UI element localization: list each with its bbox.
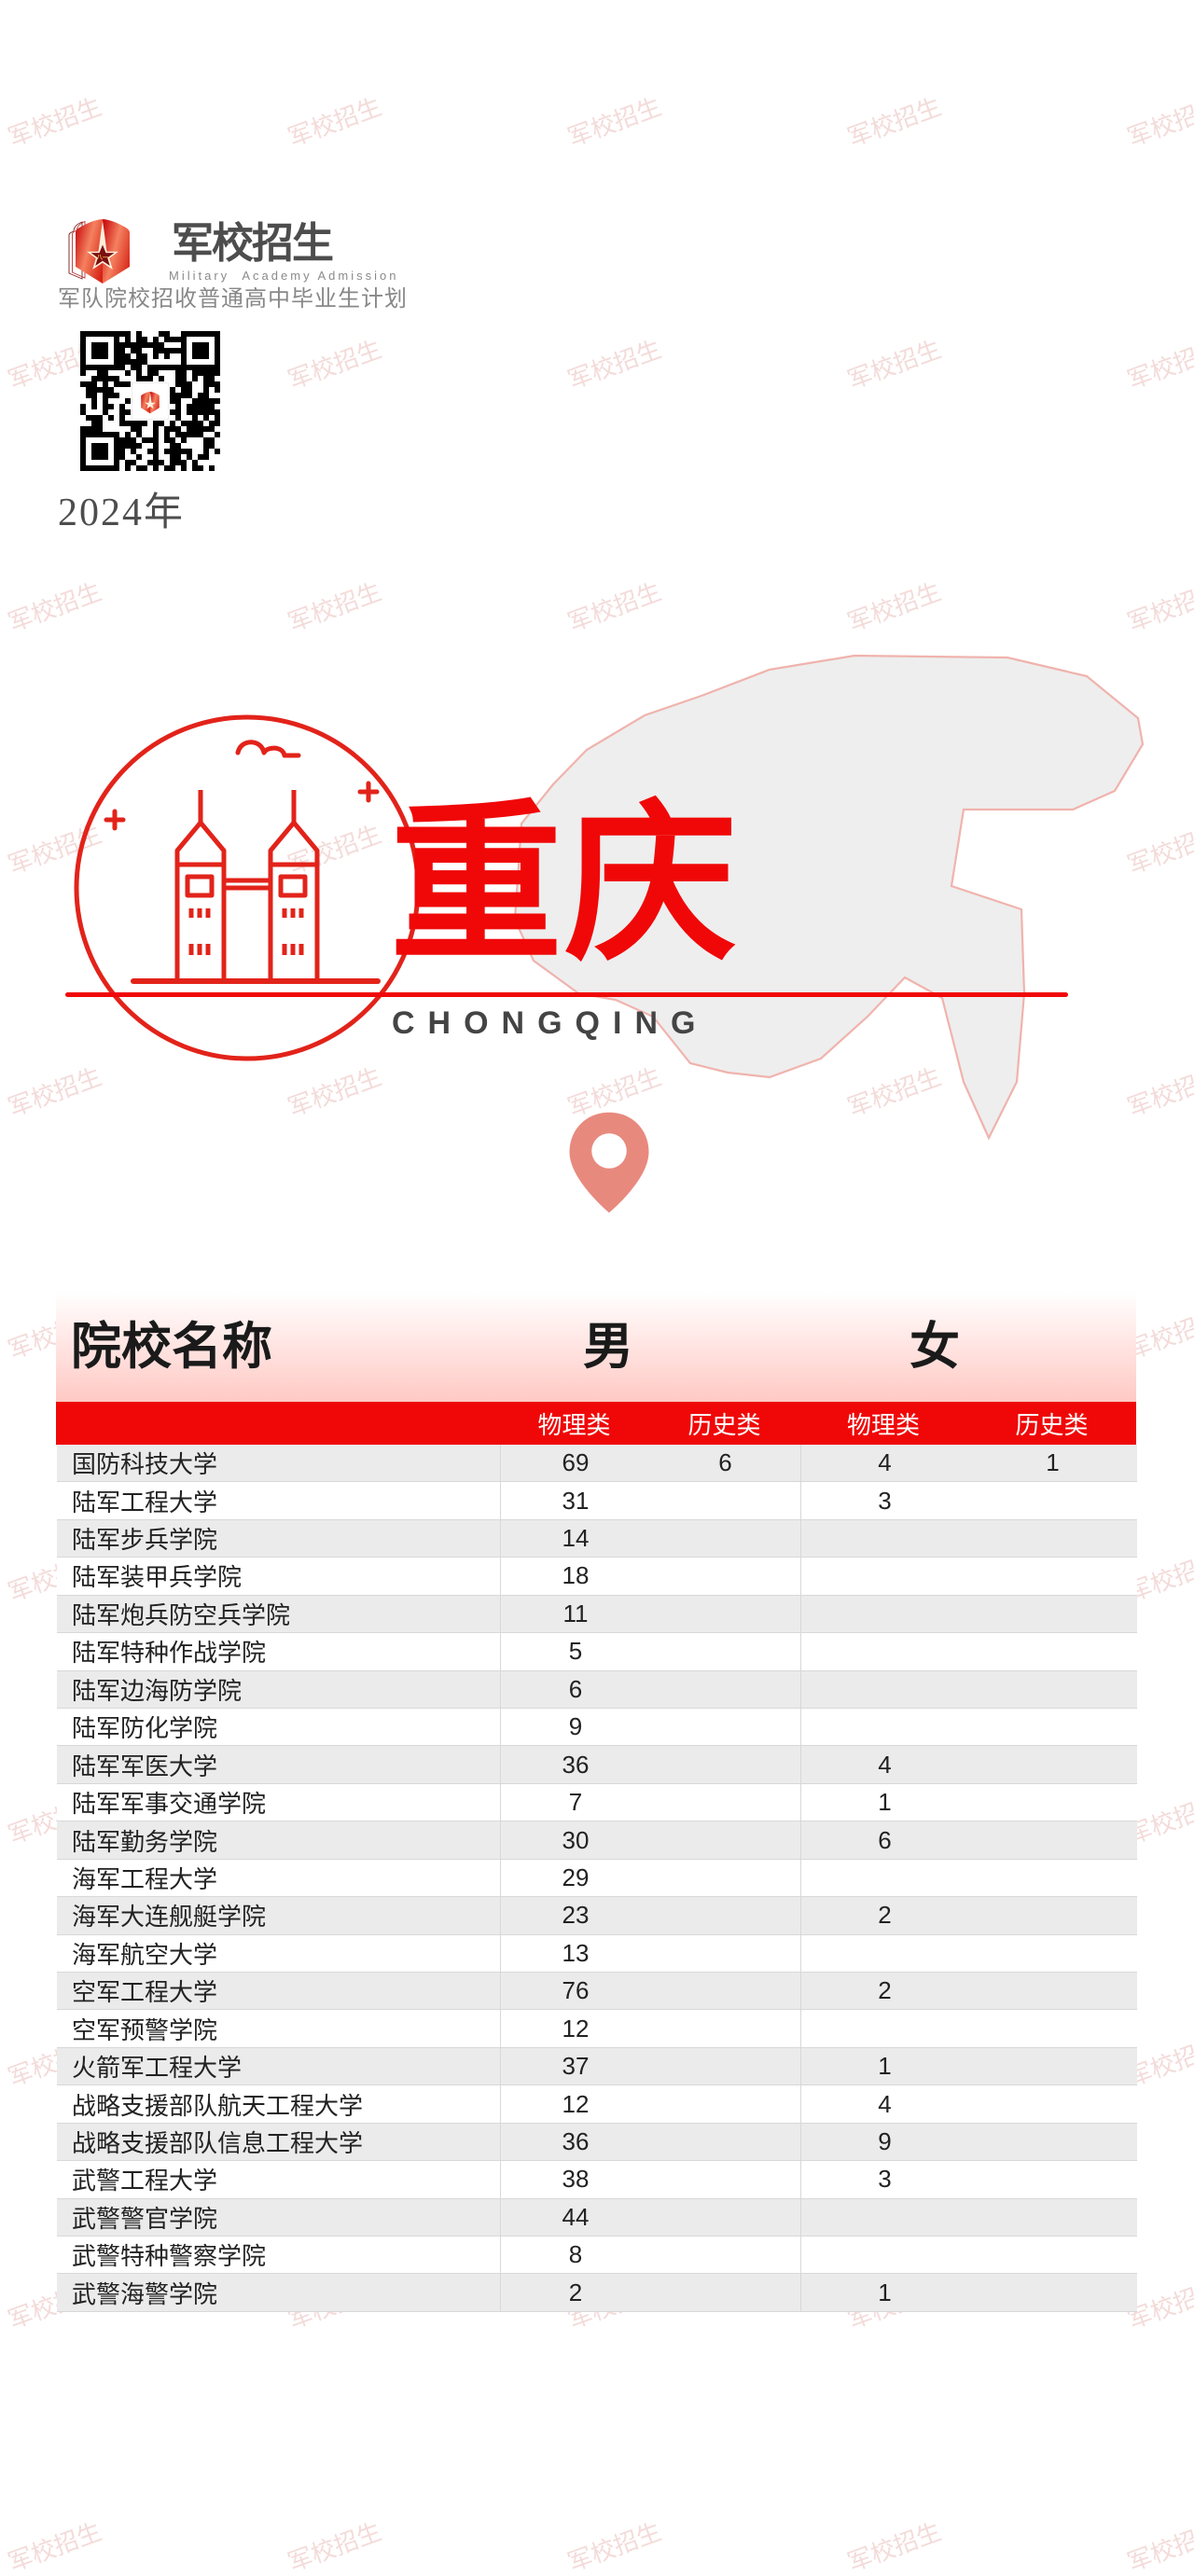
svg-text:八一: 八一 <box>96 254 110 261</box>
